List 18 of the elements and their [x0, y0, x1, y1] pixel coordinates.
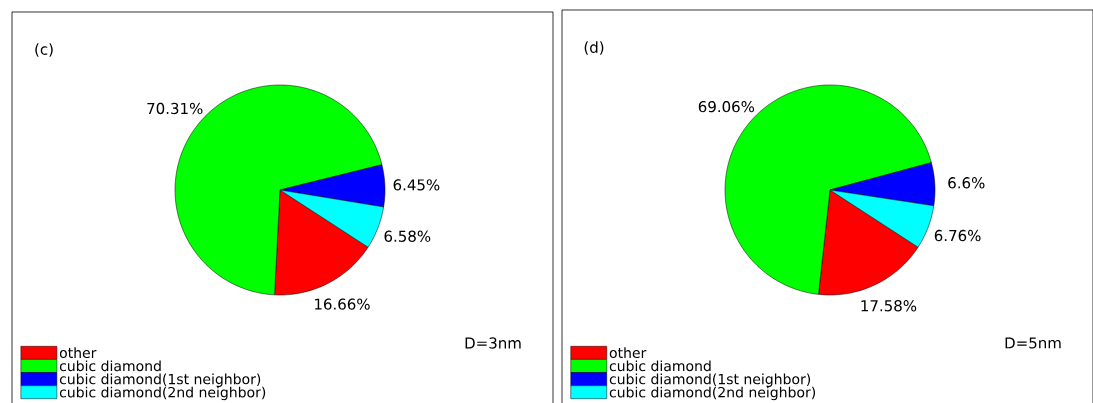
data-label: 70.31%: [147, 102, 203, 115]
chart-title: (c): [35, 43, 53, 57]
legend-label: cubic diamond(2nd neighbor): [59, 386, 266, 401]
data-label: 69.06%: [698, 100, 755, 113]
chart-title: (d): [584, 41, 604, 55]
data-label: 6.6%: [948, 177, 985, 189]
text: D=5nm: [1005, 337, 1061, 349]
legend-label: cubic diamond(2nd neighbor): [609, 386, 816, 401]
text: D=3nm: [465, 337, 521, 349]
data-label: 6.76%: [934, 229, 981, 242]
legend-label: cubic diamond: [59, 360, 161, 372]
data-label: 17.58%: [861, 300, 917, 312]
data-label: 6.58%: [384, 230, 431, 242]
legend-label: cubic diamond: [609, 360, 711, 372]
data-label: 6.45%: [393, 179, 440, 191]
data-label: 16.66%: [315, 298, 370, 310]
legend-label: other: [609, 347, 647, 359]
legend-label: other: [59, 347, 97, 359]
